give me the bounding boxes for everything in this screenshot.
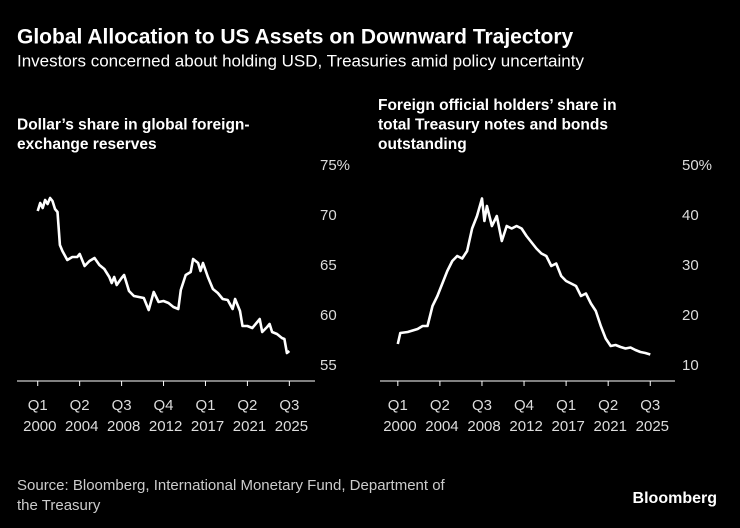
source: the Treasury	[17, 497, 101, 514]
panel-title: total Treasury notes and bonds	[378, 117, 608, 134]
data-line	[396, 197, 651, 356]
panel-title: Dollar’s share in global foreign-	[17, 117, 250, 134]
x-tick-label: Q1 2000	[19, 397, 57, 435]
x-tick-label: Q1 2017	[547, 397, 585, 435]
x-tick-label: Q1 2000	[379, 397, 417, 435]
x-tick-label: Q2 2021	[229, 397, 267, 435]
y-tick-label: 10	[682, 357, 699, 374]
x-tick-label: Q2 2021	[589, 397, 627, 435]
chart-title: Global Allocation to US Assets on Downwa…	[17, 26, 574, 49]
panel-title: exchange reserves	[17, 136, 157, 153]
logo: Bloomberg	[633, 490, 717, 507]
y-tick-label: 60	[320, 307, 337, 324]
x-tick-label: Q4 2012	[505, 397, 543, 435]
x-tick-label: Q1 2017	[187, 397, 225, 435]
x-tick-label: Q4 2012	[145, 397, 183, 435]
x-tick-label: Q3 2025	[631, 397, 669, 435]
data-line	[36, 196, 291, 355]
panel-title: Foreign official holders’ share in	[378, 97, 617, 114]
x-tick-label: Q2 2004	[421, 397, 459, 435]
y-tick-label: 55	[320, 357, 337, 374]
y-tick-label: 70	[320, 207, 337, 224]
x-tick-label: Q2 2004	[61, 397, 99, 435]
y-tick-label: 75%	[320, 157, 350, 174]
x-tick-label: Q3 2025	[271, 397, 309, 435]
y-tick-label: 30	[682, 257, 699, 274]
chart-subtitle: Investors concerned about holding USD, T…	[17, 51, 584, 70]
y-tick-label: 20	[682, 307, 699, 324]
source: Source: Bloomberg, International Monetar…	[17, 477, 446, 494]
y-tick-label: 50%	[682, 157, 712, 174]
y-tick-label: 65	[320, 257, 337, 274]
panel-title: outstanding	[378, 136, 467, 153]
x-tick-label: Q3 2008	[463, 397, 501, 435]
y-tick-label: 40	[682, 207, 699, 224]
x-tick-label: Q3 2008	[103, 397, 141, 435]
